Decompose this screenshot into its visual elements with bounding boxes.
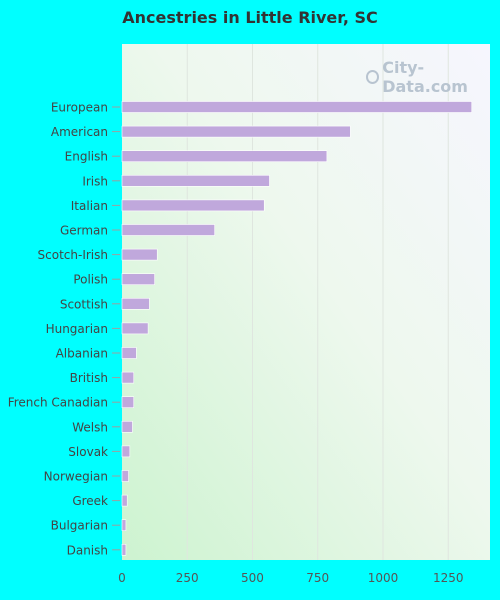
y-category-label: German	[60, 224, 108, 238]
magnifier-icon	[366, 70, 380, 84]
x-tick-label: 1250	[433, 571, 464, 585]
bar	[121, 470, 129, 482]
y-category-label: Polish	[73, 273, 108, 287]
y-category-label: Scotch-Irish	[38, 248, 108, 262]
watermark-text: City-Data.com	[382, 58, 468, 96]
bar	[121, 347, 137, 359]
bar	[121, 150, 328, 162]
bar	[121, 494, 128, 507]
y-category-label: British	[70, 371, 108, 385]
x-tick-label: 0	[118, 571, 126, 585]
plot-area	[122, 44, 490, 560]
bar	[121, 396, 135, 409]
y-category-label: European	[51, 101, 108, 115]
bar	[121, 248, 158, 261]
bar	[121, 445, 131, 458]
bar	[121, 224, 215, 236]
y-category-label: American	[51, 125, 108, 139]
bar	[121, 322, 149, 335]
chart-title: Ancestries in Little River, SC	[122, 8, 378, 27]
bar	[121, 175, 270, 187]
y-category-label: Norwegian	[44, 470, 108, 484]
bar	[121, 371, 135, 384]
y-category-label: Danish	[67, 543, 108, 557]
y-category-label: Albanian	[56, 347, 108, 361]
bar	[121, 543, 127, 556]
y-category-label: Italian	[71, 199, 108, 213]
x-tick-label: 1000	[368, 571, 399, 585]
bar	[121, 519, 127, 532]
x-tick-label: 250	[176, 571, 199, 585]
x-tick-label: 750	[306, 571, 329, 585]
y-category-label: Hungarian	[46, 322, 108, 336]
y-category-label: Welsh	[72, 420, 108, 434]
y-category-label: Greek	[72, 494, 108, 508]
watermark: City-Data.com	[366, 58, 500, 96]
y-category-label: French Canadian	[8, 396, 108, 410]
y-category-label: Bulgarian	[51, 519, 108, 533]
bar	[121, 273, 155, 286]
bar	[121, 297, 150, 310]
y-category-label: Irish	[82, 174, 108, 188]
y-category-label: Slovak	[68, 445, 108, 459]
x-tick-label: 500	[241, 571, 264, 585]
y-category-label: English	[65, 150, 108, 164]
y-category-label: Scottish	[60, 297, 108, 311]
bar	[121, 420, 133, 433]
bar	[121, 199, 265, 212]
bar	[121, 125, 351, 138]
bar	[121, 101, 473, 113]
